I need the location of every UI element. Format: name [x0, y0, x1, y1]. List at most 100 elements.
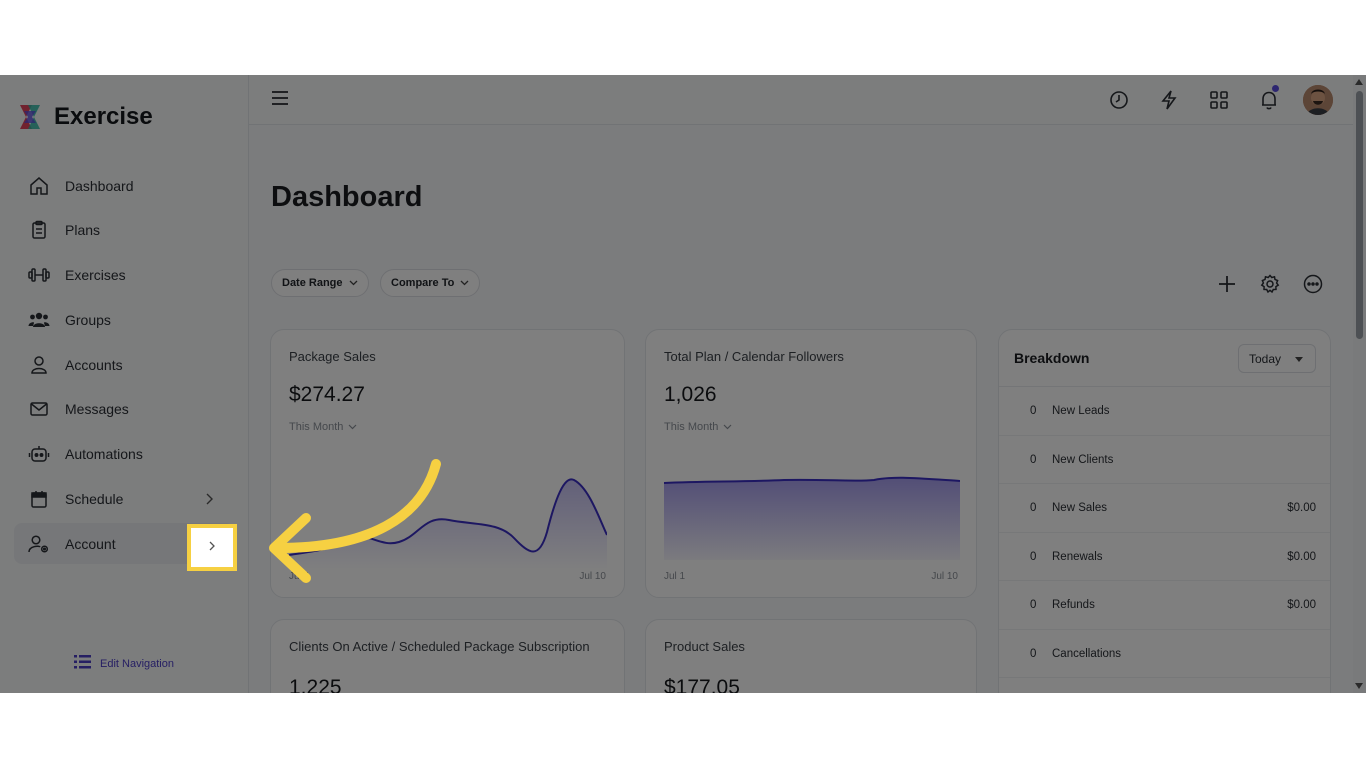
- period-label: This Month: [664, 421, 719, 433]
- top-bar: [249, 75, 1353, 125]
- row-label: New Sales: [1052, 502, 1107, 514]
- x-axis-end: Jul 10: [579, 571, 606, 582]
- card-title: Package Sales: [289, 349, 376, 364]
- history-icon[interactable]: [1103, 84, 1135, 116]
- x-axis-start: Jul 1: [664, 571, 686, 582]
- breakdown-header: Breakdown Today: [999, 330, 1330, 387]
- calendar-icon: [28, 488, 50, 510]
- card-value: $177.05: [664, 676, 740, 693]
- page-title: Dashboard: [271, 181, 423, 213]
- row-count: 0: [1030, 599, 1037, 611]
- card-value: 1,225: [289, 676, 342, 693]
- edit-navigation-link[interactable]: Edit Navigation: [74, 655, 174, 672]
- sidebar-item-messages[interactable]: Messages: [14, 389, 234, 430]
- chevron-down-icon: [348, 421, 357, 433]
- date-range-filter[interactable]: Date Range: [271, 269, 369, 297]
- sidebar-item-label: Dashboard: [65, 177, 134, 194]
- row-amount: $0.00: [1287, 599, 1316, 611]
- sidebar-item-exercises[interactable]: Exercises: [14, 255, 234, 296]
- card-title: Total Plan / Calendar Followers: [664, 349, 844, 364]
- annotation-arrow: [269, 459, 441, 583]
- row-label: New Leads: [1052, 405, 1110, 417]
- home-icon: [28, 175, 50, 197]
- account-expand-highlight[interactable]: [187, 524, 237, 571]
- breakdown-row[interactable]: 0 Renewals $0.00: [999, 533, 1330, 581]
- card-title: Product Sales: [664, 639, 745, 654]
- row-label: Cancellations: [1052, 647, 1122, 660]
- period-label: This Month: [289, 421, 344, 433]
- dumbbell-icon: [28, 264, 50, 286]
- sidebar-item-label: Messages: [65, 401, 129, 418]
- clipboard-icon: [28, 219, 50, 241]
- sidebar-item-accounts[interactable]: Accounts: [14, 344, 234, 385]
- chevron-down-icon: [723, 421, 732, 433]
- top-actions: [1085, 84, 1333, 116]
- sidebar-item-label: Groups: [65, 311, 111, 328]
- mail-icon: [28, 398, 50, 420]
- sidebar-item-schedule[interactable]: Schedule: [14, 479, 234, 520]
- sidebar-nav: Dashboard Plans Exercises Groups: [14, 165, 234, 568]
- row-count: 0: [1030, 550, 1037, 563]
- user-icon: [28, 354, 50, 376]
- sidebar-item-automations[interactable]: Automations: [14, 434, 234, 475]
- gear-icon[interactable]: [1257, 271, 1283, 297]
- clients-active-card[interactable]: Clients On Active / Scheduled Package Su…: [270, 619, 625, 693]
- more-icon[interactable]: [1300, 271, 1326, 297]
- list-icon: [74, 655, 91, 672]
- breakdown-period-select[interactable]: Today: [1238, 344, 1316, 373]
- grid-icon[interactable]: [1203, 84, 1235, 116]
- row-count: 0: [1030, 502, 1037, 514]
- sidebar-item-plans[interactable]: Plans: [14, 210, 234, 251]
- breakdown-row[interactable]: 0 New Leads: [999, 387, 1330, 436]
- breakdown-row[interactable]: 0 Refunds $0.00: [999, 581, 1330, 630]
- chevron-down-icon: [460, 277, 469, 289]
- sidebar-item-label: Schedule: [65, 491, 124, 508]
- scroll-down-icon[interactable]: [1355, 683, 1363, 689]
- breakdown-row[interactable]: 0 New Clients: [999, 436, 1330, 484]
- avatar[interactable]: [1303, 85, 1333, 115]
- scroll-thumb[interactable]: [1356, 91, 1363, 339]
- sidebar-item-label: Accounts: [65, 356, 123, 373]
- lightning-icon[interactable]: [1153, 84, 1185, 116]
- notification-dot: [1272, 85, 1279, 92]
- date-range-label: Date Range: [282, 277, 343, 289]
- app-window: Exercise Dashboard Plans Exercises: [0, 75, 1366, 693]
- sidebar-item-label: Automations: [65, 446, 143, 463]
- compare-to-label: Compare To: [391, 277, 455, 289]
- chevron-right-icon[interactable]: [202, 492, 216, 506]
- scroll-up-icon[interactable]: [1355, 79, 1363, 85]
- robot-icon: [28, 443, 50, 465]
- breakdown-card: Breakdown Today 0 New Leads 0 New Client…: [998, 329, 1331, 693]
- breakdown-row[interactable]: 0 Cancellations: [999, 630, 1330, 678]
- app-name: Exercise: [54, 103, 153, 130]
- period-selector[interactable]: This Month: [289, 421, 357, 433]
- page-scrollbar[interactable]: [1353, 75, 1366, 693]
- x-axis-end: Jul 10: [931, 571, 958, 582]
- period-selector[interactable]: This Month: [664, 421, 732, 433]
- row-amount: $0.00: [1287, 550, 1316, 563]
- row-count: 0: [1030, 647, 1037, 660]
- row-amount: $0.00: [1287, 502, 1316, 514]
- bell-icon[interactable]: [1253, 84, 1285, 116]
- compare-to-filter[interactable]: Compare To: [380, 269, 481, 297]
- sidebar: Exercise Dashboard Plans Exercises: [0, 75, 249, 693]
- chevron-down-icon: [349, 277, 358, 289]
- product-sales-card[interactable]: Product Sales $177.05: [645, 619, 977, 693]
- row-label: Refunds: [1052, 599, 1095, 611]
- menu-icon[interactable]: [271, 90, 289, 111]
- sidebar-item-dashboard[interactable]: Dashboard: [14, 165, 234, 206]
- logo[interactable]: Exercise: [16, 103, 153, 131]
- sidebar-item-label: Exercises: [65, 267, 126, 284]
- followers-chart: [664, 476, 960, 560]
- breakdown-title: Breakdown: [1014, 350, 1090, 366]
- sidebar-item-label: Plans: [65, 222, 101, 239]
- caret-down-icon: [1295, 357, 1303, 362]
- sidebar-item-groups[interactable]: Groups: [14, 299, 234, 340]
- row-label: New Clients: [1052, 453, 1114, 466]
- card-title: Clients On Active / Scheduled Package Su…: [289, 639, 590, 654]
- breakdown-row[interactable]: 0 New Sales $0.00: [999, 484, 1330, 533]
- chevron-right-icon[interactable]: [206, 539, 218, 557]
- plus-icon[interactable]: [1214, 271, 1240, 297]
- followers-card[interactable]: Total Plan / Calendar Followers 1,026 Th…: [645, 329, 977, 598]
- row-count: 0: [1030, 405, 1037, 417]
